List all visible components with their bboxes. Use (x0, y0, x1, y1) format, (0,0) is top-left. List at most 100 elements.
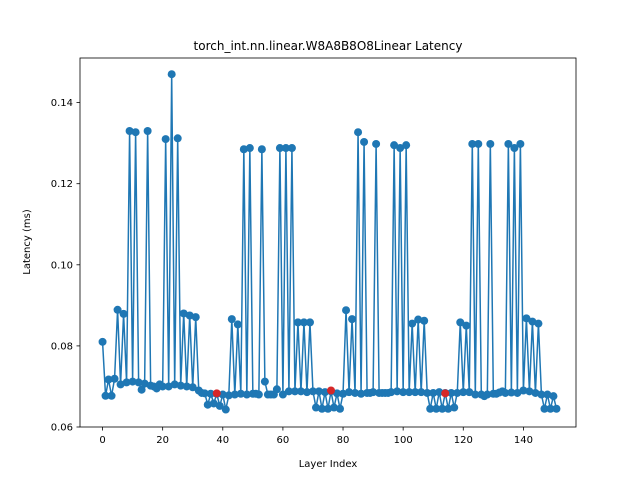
data-point (224, 391, 233, 400)
data-point (417, 388, 426, 397)
data-point (128, 377, 137, 386)
data-point (101, 391, 110, 400)
data-point (393, 387, 402, 396)
data-point (281, 144, 290, 153)
y-tick-label: 0.10 (51, 260, 73, 271)
highlighted-point (212, 389, 221, 398)
data-point (185, 311, 194, 320)
data-point (104, 375, 113, 384)
data-point (471, 390, 480, 399)
data-point (525, 387, 534, 396)
data-point (345, 388, 354, 397)
data-point (447, 388, 456, 397)
data-point (504, 139, 513, 148)
axes-frame (79, 57, 577, 428)
data-point (179, 309, 188, 318)
series-line (101, 73, 558, 411)
data-point (107, 391, 116, 400)
data-point (342, 306, 351, 315)
data-point (513, 388, 522, 397)
data-point (543, 390, 552, 399)
data-point (206, 389, 215, 398)
data-point (233, 320, 242, 329)
data-point (314, 387, 323, 396)
data-point (182, 382, 191, 391)
data-point (462, 321, 471, 330)
x-tick-label: 80 (337, 435, 350, 446)
highlighted-point (327, 386, 336, 395)
data-point (188, 383, 197, 392)
data-point (501, 388, 510, 397)
data-point (444, 404, 453, 413)
data-point (320, 388, 329, 397)
data-point (293, 318, 302, 327)
data-point (215, 401, 224, 410)
data-point (405, 388, 414, 397)
data-point (119, 309, 128, 318)
data-point (302, 388, 311, 397)
data-point (113, 305, 122, 314)
data-point (230, 390, 239, 399)
x-tick-label: 140 (514, 435, 533, 446)
data-point (239, 145, 248, 154)
data-point (372, 139, 381, 148)
highlighted-point (441, 389, 450, 398)
data-point (122, 378, 131, 387)
data-point (290, 387, 299, 396)
data-point (459, 388, 468, 397)
y-axis-label: Latency (ms) (22, 209, 33, 275)
data-point (299, 318, 308, 327)
x-tick-label: 100 (394, 435, 413, 446)
data-point (528, 317, 537, 326)
data-point (242, 390, 251, 399)
plot-area (98, 70, 561, 414)
data-point (510, 144, 519, 153)
data-point (408, 319, 417, 328)
data-point (209, 399, 218, 408)
x-tick-label: 120 (454, 435, 473, 446)
data-point (164, 382, 173, 391)
data-point (456, 318, 465, 327)
data-point (137, 385, 146, 394)
data-point (348, 315, 357, 324)
data-point (402, 141, 411, 150)
data-point (131, 128, 140, 137)
data-point (387, 388, 396, 397)
data-point (420, 316, 429, 325)
data-point (200, 389, 209, 398)
y-tick-label: 0.12 (51, 179, 73, 190)
x-tick-label: 20 (156, 435, 169, 446)
data-point (324, 404, 332, 413)
data-point (426, 404, 435, 413)
data-point (236, 389, 245, 398)
data-point (537, 390, 546, 399)
data-point (333, 389, 342, 398)
data-point (465, 388, 474, 397)
data-point (360, 137, 369, 146)
data-point (260, 377, 269, 386)
data-point (272, 385, 281, 394)
data-point (158, 382, 167, 391)
data-point (191, 313, 200, 322)
data-point (399, 388, 408, 397)
data-point (308, 387, 317, 396)
data-point (531, 388, 540, 397)
data-point (218, 390, 227, 399)
x-axis-label: Layer Index (299, 459, 358, 470)
data-point (546, 404, 555, 413)
chart-title: torch_int.nn.linear.W8A8B8O8Linear Laten… (194, 39, 463, 53)
data-point (330, 403, 339, 412)
x-tick-label: 0 (99, 435, 105, 446)
data-point (284, 387, 293, 396)
data-point (176, 381, 185, 390)
data-point (423, 388, 432, 397)
data-point (287, 144, 296, 153)
data-point (483, 390, 492, 399)
data-point (140, 379, 149, 388)
y-tick-label: 0.08 (51, 341, 73, 352)
data-point (474, 139, 483, 148)
data-point (143, 126, 152, 135)
data-point (336, 404, 345, 413)
data-point (134, 378, 143, 387)
